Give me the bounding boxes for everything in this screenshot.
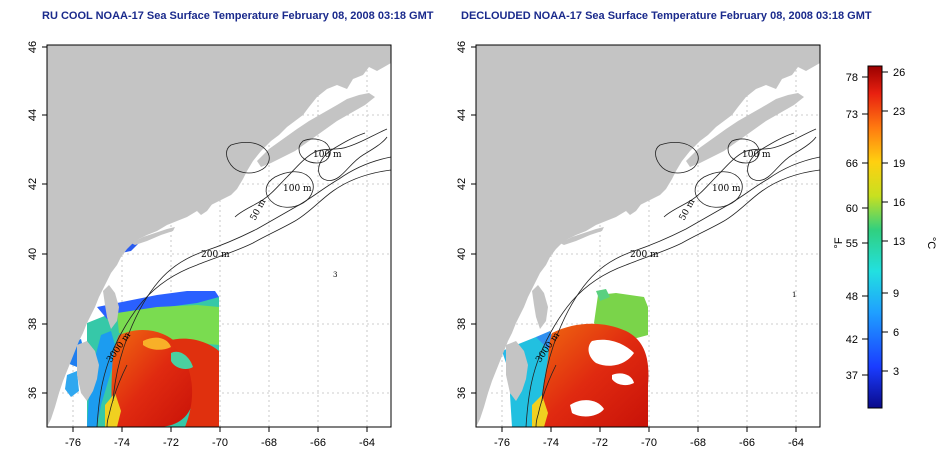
- celsius-tick-label: 16: [893, 197, 905, 209]
- celsius-tick-label: 23: [893, 106, 905, 118]
- lat-tick-label: 38: [456, 318, 468, 330]
- celsius-unit-label: °C: [925, 237, 937, 249]
- colorbar-gradient: [867, 65, 883, 409]
- lon-tick-label: -74: [543, 437, 559, 449]
- celsius-tick-label: 19: [893, 158, 905, 170]
- lat-tick-label: 46: [27, 41, 39, 53]
- lon-tick-label: -66: [310, 437, 326, 449]
- lat-tick-label: 40: [456, 248, 468, 260]
- axes-right: -76 -74 -72 -70 -68 -66 -64 46 44 42 40 38 36: [456, 41, 804, 449]
- fahrenheit-tick-label: 42: [846, 334, 858, 346]
- lat-tick-label: 36: [27, 387, 39, 399]
- celsius-tick-label: 9: [893, 288, 899, 300]
- lat-tick-label: 42: [27, 178, 39, 190]
- lat-tick-label: 44: [456, 109, 468, 121]
- panel-title-ru-cool: RU COOL NOAA-17 Sea Surface Temperature …: [42, 10, 434, 22]
- fahrenheit-tick-label: 37: [846, 370, 858, 382]
- contour-label-small: 3: [333, 271, 337, 279]
- lat-tick-label: 38: [27, 318, 39, 330]
- fahrenheit-tick-label: 60: [846, 203, 858, 215]
- lat-tick-label: 36: [456, 387, 468, 399]
- lon-tick-label: -72: [163, 437, 179, 449]
- contour-label-100m-a: 100 m: [313, 150, 342, 160]
- lat-tick-label: 46: [456, 41, 468, 53]
- contour-label-100m-b: 100 m: [283, 184, 312, 194]
- contour-label-100m-a: 100 m: [742, 150, 771, 160]
- fahrenheit-tick-label: 73: [846, 109, 858, 121]
- lon-tick-label: -64: [788, 437, 804, 449]
- lon-tick-label: -68: [690, 437, 706, 449]
- map-panel-declouded: 100 m 100 m 50 m 200 m 3000 m 1 -76 -74 -7…: [456, 41, 821, 449]
- lon-tick-label: -66: [739, 437, 755, 449]
- lon-tick-label: -64: [359, 437, 375, 449]
- fahrenheit-tick-label: 78: [846, 72, 858, 84]
- lat-tick-label: 42: [456, 178, 468, 190]
- lon-tick-label: -70: [641, 437, 657, 449]
- fahrenheit-tick-label: 48: [846, 291, 858, 303]
- panel-title-declouded: DECLOUDED NOAA-17 Sea Surface Temperatur…: [461, 10, 872, 22]
- lon-tick-label: -76: [494, 437, 510, 449]
- celsius-tick-label: 26: [893, 67, 905, 79]
- sst-data-patch: [65, 237, 219, 427]
- lat-tick-label: 44: [27, 109, 39, 121]
- lat-tick-label: 40: [27, 248, 39, 260]
- celsius-tick-label: 6: [893, 327, 899, 339]
- lon-tick-label: -68: [261, 437, 277, 449]
- celsius-tick-label: 3: [893, 366, 899, 378]
- contour-label-200m: 200 m: [201, 250, 230, 260]
- contour-label-100m-b: 100 m: [712, 184, 741, 194]
- fahrenheit-unit-label: °F: [833, 237, 845, 248]
- lon-tick-label: -70: [212, 437, 228, 449]
- contour-label-small: 1: [792, 291, 796, 299]
- contour-label-200m: 200 m: [630, 250, 659, 260]
- fahrenheit-tick-label: 66: [846, 158, 858, 170]
- temperature-colorbar: 78 73 66 60 55 48 42 37 26 23 19 16 13 9 6 3 °F °C: [833, 65, 937, 409]
- axes-left: -76 -74 -72 -70 -68 -66 -64 46 44 42 40 38 36: [27, 41, 375, 449]
- lon-tick-label: -72: [592, 437, 608, 449]
- celsius-tick-label: 13: [893, 236, 905, 248]
- lon-tick-label: -76: [65, 437, 81, 449]
- lon-tick-label: -74: [114, 437, 130, 449]
- map-panel-ru-cool: 100 m 100 m 50 m 200 m 3000 m 3 -76 -74 -7…: [27, 41, 392, 449]
- fahrenheit-tick-label: 55: [846, 238, 858, 250]
